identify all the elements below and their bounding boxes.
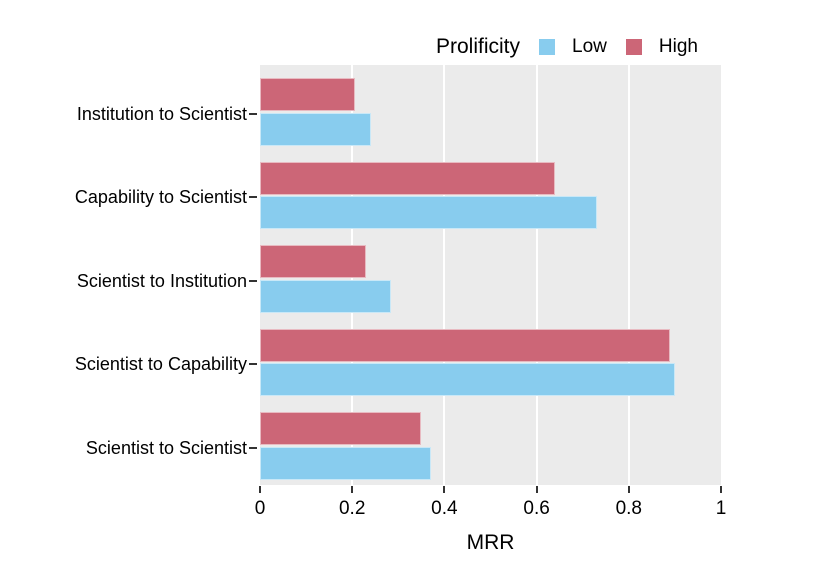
y-axis-label: Scientist to Capability	[74, 354, 247, 374]
bar-low	[260, 446, 431, 480]
gridline	[627, 65, 630, 485]
y-axis-label: Scientist to Institution	[76, 270, 247, 291]
y-axis-tick	[249, 363, 257, 365]
bar-high	[260, 328, 671, 362]
legend-label-high: High	[658, 36, 698, 57]
x-axis-title: MRR	[466, 531, 515, 554]
bar-high	[260, 412, 422, 445]
x-axis-tick-label: 1	[715, 498, 727, 519]
gridline	[535, 65, 538, 485]
legend-item-high: High	[625, 36, 698, 58]
y-axis-label: Capability to Scientist	[74, 187, 247, 207]
legend-swatch-high-icon	[625, 39, 642, 55]
x-axis-tick	[351, 486, 354, 493]
bar-low	[260, 279, 392, 313]
bar-low	[260, 112, 371, 146]
x-axis-tick-label: 0.2	[338, 498, 366, 519]
x-axis-tick-label: 0.8	[615, 498, 642, 519]
legend-label-low: Low	[572, 36, 607, 57]
bar-high	[260, 78, 355, 111]
y-axis-tick	[249, 112, 257, 115]
y-axis-tick	[249, 446, 257, 449]
plot-area	[260, 65, 721, 485]
legend: Prolificity Low High	[436, 32, 698, 62]
y-axis-tick	[249, 196, 257, 198]
x-axis-tick	[443, 486, 446, 493]
gridline	[443, 65, 446, 485]
y-axis-label: Institution to Scientist	[76, 103, 247, 124]
x-axis-tick	[627, 486, 630, 493]
y-axis-label: Scientist to Scientist	[85, 437, 247, 458]
legend-title: Prolificity	[436, 35, 521, 58]
legend-swatch-low-icon	[539, 39, 556, 55]
x-axis-tick	[720, 486, 722, 493]
bar-low	[260, 196, 597, 229]
bar-high	[260, 245, 367, 278]
bar-low	[260, 363, 675, 396]
legend-item-low: Low	[539, 36, 607, 58]
x-axis-tick-label: 0.6	[523, 498, 550, 519]
bar-high	[260, 161, 556, 195]
x-axis-tick-label: 0.4	[431, 498, 458, 519]
x-axis-tick-label: 0	[254, 498, 266, 519]
y-axis-tick	[249, 279, 257, 282]
x-axis-tick	[535, 486, 538, 493]
x-axis-tick	[259, 486, 261, 493]
